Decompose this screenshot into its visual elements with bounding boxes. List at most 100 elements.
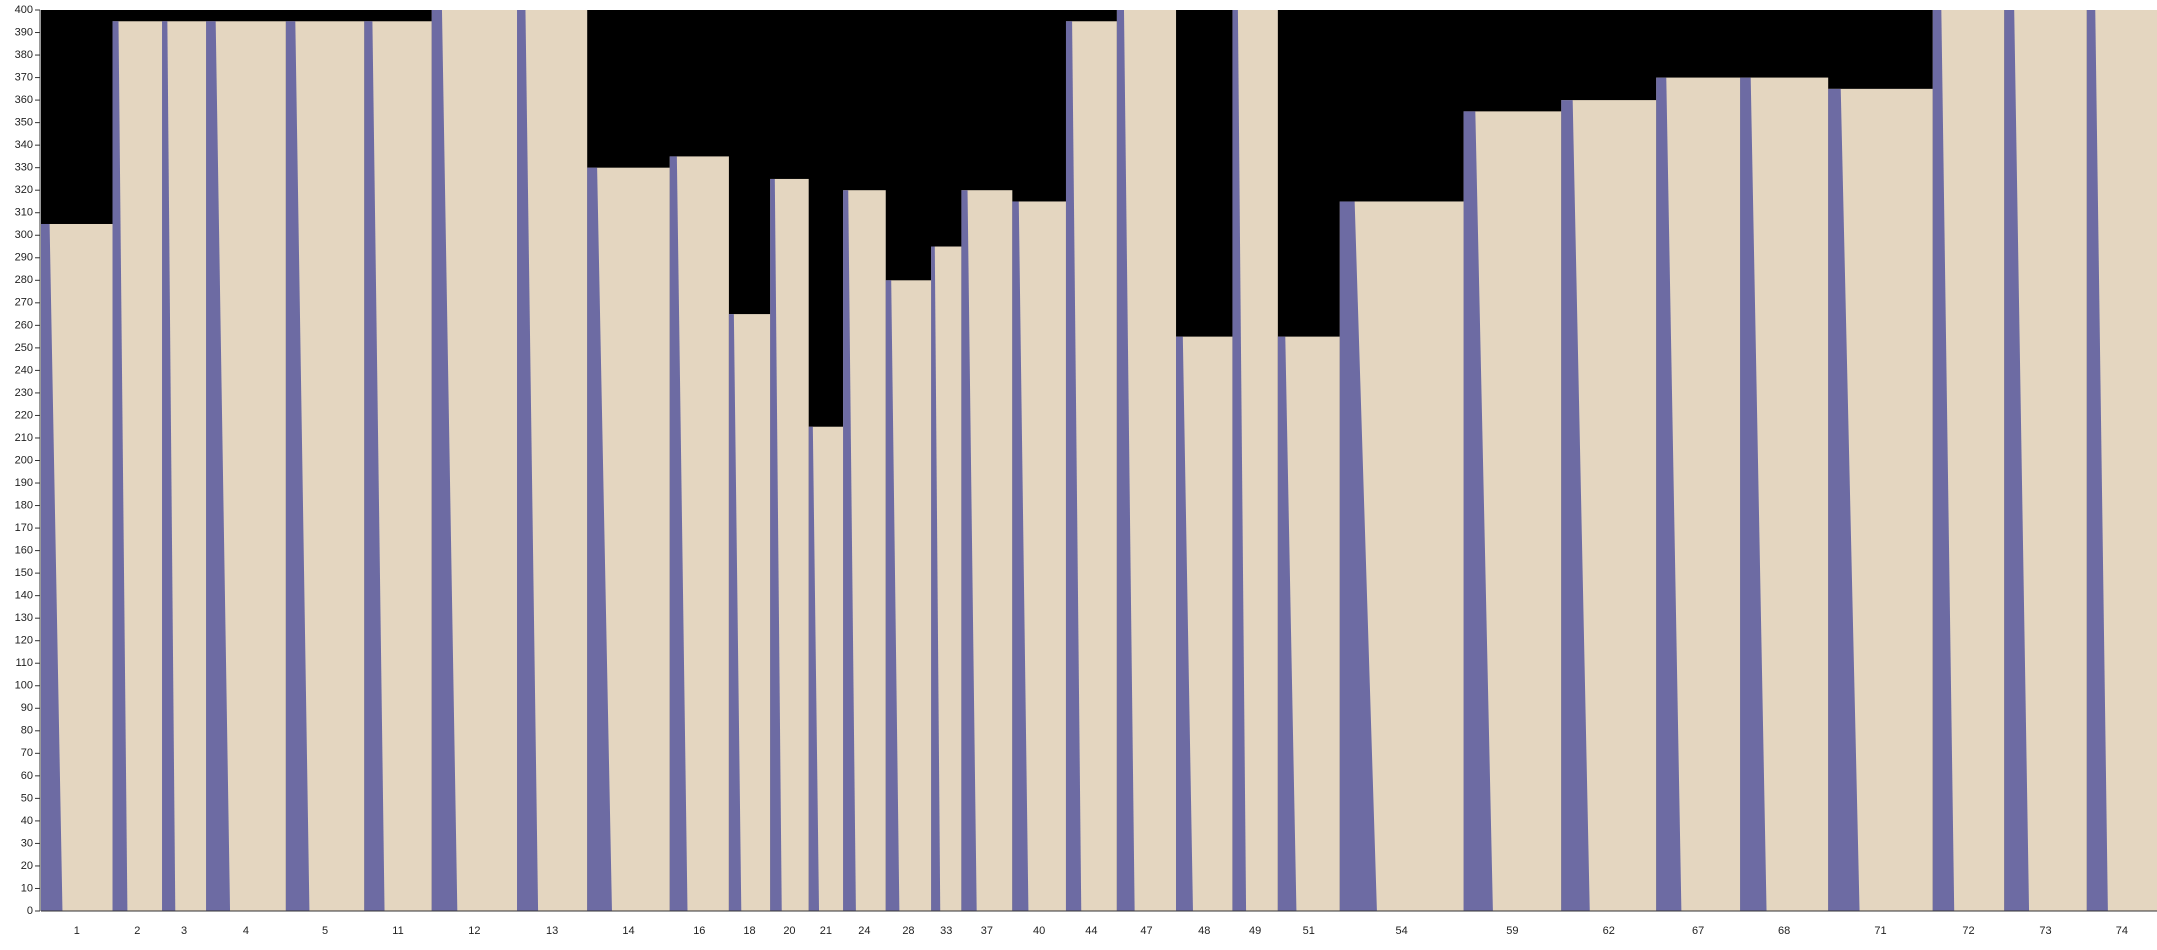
x-tick-label: 21: [820, 925, 832, 937]
scan-edge: [1740, 77, 1767, 911]
y-tick-label: 230: [15, 387, 33, 399]
scan-edge: [1339, 201, 1377, 911]
scan-edge: [285, 21, 310, 911]
y-tick-label: 140: [15, 590, 33, 602]
y-tick-label: 20: [21, 860, 33, 872]
y-tick-label: 300: [15, 229, 33, 241]
scan-edge: [112, 21, 128, 911]
x-tick-label: 72: [1962, 925, 1974, 937]
scan-edge: [2086, 10, 2108, 911]
y-tick-label: 390: [15, 26, 33, 38]
scan-edge: [1012, 201, 1029, 911]
scan-edge: [206, 21, 231, 911]
y-tick-label: 380: [15, 49, 33, 61]
y-tick-label: 280: [15, 274, 33, 286]
x-tick-label: 16: [693, 925, 705, 937]
y-tick-label: 40: [21, 815, 33, 827]
x-tick-label: 67: [1692, 925, 1704, 937]
y-tick-label: 0: [27, 905, 33, 917]
x-tick-label: 71: [1874, 925, 1886, 937]
x-tick-label: 54: [1396, 925, 1408, 937]
scan-edge: [1116, 10, 1135, 911]
y-tick-label: 340: [15, 139, 33, 151]
y-tick-label: 350: [15, 117, 33, 129]
x-tick-label: 12: [468, 925, 480, 937]
scan-edge: [1277, 336, 1297, 911]
scan-edge: [843, 190, 856, 911]
x-tick-label: 28: [902, 925, 914, 937]
y-tick-label: 310: [15, 207, 33, 219]
scan-edge: [517, 10, 539, 911]
scan-edge: [885, 280, 900, 911]
x-tick-label: 62: [1603, 925, 1615, 937]
y-tick-label: 200: [15, 454, 33, 466]
y-tick-label: 320: [15, 184, 33, 196]
x-tick-label: 1: [74, 925, 80, 937]
scan-edge: [41, 223, 63, 912]
y-tick-label: 90: [21, 702, 33, 714]
x-tick-label: 48: [1198, 925, 1210, 937]
y-tick-label: 10: [21, 882, 33, 894]
x-tick-label: 3: [181, 925, 187, 937]
y-tick-label: 290: [15, 252, 33, 264]
y-tick-label: 170: [15, 522, 33, 534]
scan-edge: [669, 156, 688, 912]
scan-edge: [961, 190, 977, 911]
x-tick-label: 73: [2039, 925, 2051, 937]
x-tick-label: 2: [134, 925, 140, 937]
x-tick-label: 37: [981, 925, 993, 937]
y-tick-label: 330: [15, 162, 33, 174]
y-tick-label: 130: [15, 612, 33, 624]
y-tick-label: 30: [21, 837, 33, 849]
y-tick-label: 360: [15, 94, 33, 106]
scan-edge: [1463, 111, 1493, 912]
x-tick-label: 44: [1085, 925, 1097, 937]
y-tick-label: 120: [15, 635, 33, 647]
y-tick-label: 190: [15, 477, 33, 489]
scan-edge: [770, 178, 782, 911]
scan-edge: [2004, 10, 2030, 911]
x-tick-label: 47: [1140, 925, 1152, 937]
x-tick-label: 74: [2116, 925, 2128, 937]
scan-edge: [1065, 21, 1082, 911]
scan-edge: [1656, 77, 1682, 911]
scan-edge: [931, 246, 941, 911]
x-tick-label: 40: [1033, 925, 1045, 937]
x-tick-label: 33: [940, 925, 952, 937]
y-tick-label: 160: [15, 545, 33, 557]
scan-edge: [431, 10, 458, 911]
y-tick-label: 150: [15, 567, 33, 579]
y-tick-label: 70: [21, 747, 33, 759]
x-tick-label: 24: [858, 925, 870, 937]
scan-edge: [808, 426, 820, 911]
scan-edge: [587, 167, 612, 912]
y-tick-label: 250: [15, 342, 33, 354]
x-tick-label: 51: [1303, 925, 1315, 937]
y-tick-label: 220: [15, 409, 33, 421]
scan-edge: [1561, 100, 1590, 912]
scan-edge: [162, 21, 176, 911]
y-tick-label: 270: [15, 297, 33, 309]
scan-edge: [1932, 10, 1955, 911]
x-tick-label: 14: [622, 925, 634, 937]
x-tick-label: 49: [1249, 925, 1261, 937]
y-tick-label: 50: [21, 792, 33, 804]
scan-edge: [728, 314, 742, 911]
y-tick-label: 80: [21, 725, 33, 737]
x-tick-label: 4: [243, 925, 249, 937]
x-tick-label: 20: [783, 925, 795, 937]
x-tick-label: 68: [1778, 925, 1790, 937]
y-tick-label: 60: [21, 770, 33, 782]
x-tick-label: 59: [1506, 925, 1518, 937]
scan-edge: [364, 21, 385, 911]
y-tick-label: 370: [15, 71, 33, 83]
y-tick-label: 100: [15, 680, 33, 692]
x-tick-label: 18: [743, 925, 755, 937]
y-tick-label: 260: [15, 319, 33, 331]
y-tick-label: 240: [15, 364, 33, 376]
y-tick-label: 210: [15, 432, 33, 444]
x-tick-label: 5: [322, 925, 328, 937]
scan-edge: [1176, 336, 1193, 911]
y-tick-label: 400: [15, 4, 33, 16]
